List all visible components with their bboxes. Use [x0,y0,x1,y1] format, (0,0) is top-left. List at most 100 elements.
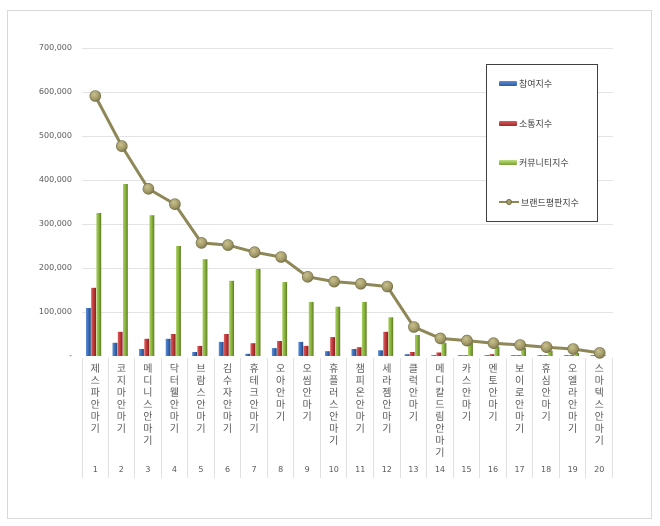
category-cell: 보이로안마기 17 [507,358,534,478]
legend-label: 브랜드평판지수 [521,198,579,209]
y-tick-label: 100,000 [38,307,72,316]
category-label: 김수자안마기 [222,364,233,435]
bar-series [86,184,606,356]
bar [96,213,102,356]
category-cell: 스마텍스안마기 20 [586,358,613,478]
bar [149,215,155,356]
bar [277,341,282,356]
category-label: 메디니스안마기 [143,364,153,447]
category-cell: 메디니스안마기 3 [135,358,162,478]
bar [325,351,330,356]
legend-item-community: 커뮤니티지수 [499,155,569,169]
bar [176,246,181,356]
bar [351,349,357,356]
bar [547,350,553,356]
category-cell: 챔피온안마기 11 [348,358,375,478]
gridline [82,48,613,49]
line-marker [275,251,287,263]
line-marker [567,343,580,355]
bar [537,355,543,356]
bar [250,343,256,356]
line-marker [408,321,420,333]
legend-swatch-red [499,120,517,126]
y-tick-label: 300,000 [38,219,72,228]
line-marker [169,198,181,210]
category-cell: 오아안마기 8 [268,358,295,478]
bar [245,353,251,356]
bar [516,355,521,356]
bar [192,352,197,356]
bar [165,338,171,356]
legend-line-marker-icon [499,197,519,207]
category-number: 7 [251,465,257,474]
line-marker [514,339,526,351]
legend-item-participation: 참여지수 [499,76,552,90]
category-number: 14 [434,465,445,474]
category-number: 19 [567,465,578,474]
category-number: 2 [118,465,124,474]
bar [139,349,144,356]
bar [569,355,574,356]
category-cell: 브람스안마기 5 [188,358,215,478]
y-tick-label: - [69,351,72,360]
bar [590,355,596,356]
category-label: 카스안마기 [461,364,472,423]
category-label: 코지마안마기 [116,364,126,435]
y-tick-label: 600,000 [38,87,72,96]
category-number: 5 [198,465,204,474]
category-cell: 오엘라안마기 19 [560,358,587,478]
category-number: 20 [594,465,605,474]
bar [510,355,516,356]
category-number: 10 [328,465,339,474]
category-number: 13 [408,465,419,474]
bar [308,301,314,356]
line-marker [354,277,367,290]
bar [86,308,91,356]
bar [117,331,123,356]
category-cell: 세라젬안마기 12 [374,358,401,478]
y-tick-label: 700,000 [38,43,72,52]
category-label: 멘토안마기 [488,364,498,423]
category-number: 9 [304,465,310,474]
category-cell: 코지마안마기 2 [109,358,136,478]
bar [223,334,229,356]
legend-label: 참여지수 [519,79,553,90]
bar [356,347,362,356]
category-label: 클럭안마기 [408,364,418,423]
bar [415,334,420,356]
bar [436,352,442,356]
gridline [82,92,613,93]
line-marker [540,341,553,354]
bar [197,345,203,356]
y-tick-label: 200,000 [38,263,72,272]
gridline [82,312,613,313]
y-tick-label: 500,000 [38,131,72,140]
gridline [82,136,613,137]
bar [563,355,569,356]
category-number: 11 [355,465,366,474]
bar [218,341,224,356]
bar [170,334,176,356]
y-tick-label: 400,000 [38,175,72,184]
bar [441,342,447,356]
line-marker [222,239,234,251]
line-marker [381,280,394,293]
bar [144,338,150,356]
category-label: 휴테크안마기 [249,364,259,435]
bar [229,280,234,356]
category-cell: 휴플러스안마기 10 [321,358,348,478]
bar [202,259,208,356]
category-number: 18 [541,465,552,474]
legend-swatch-blue [499,80,517,86]
gridline [82,268,613,269]
legend-item-brand-reputation: 브랜드평판지수 [499,195,579,209]
category-label: 휴심안마기 [541,364,551,423]
gridline [82,180,613,181]
line-marker [195,237,208,249]
bar [542,355,548,356]
bar [255,268,261,356]
category-number: 8 [278,465,284,474]
category-label: 오아안마기 [276,364,286,423]
bar [383,331,389,356]
